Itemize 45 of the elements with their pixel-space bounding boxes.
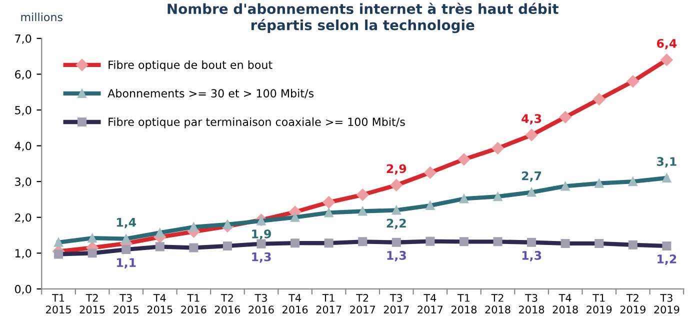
data-label: 1,1 [116,258,136,269]
legend-label: Fibre optique par terminaison coaxiale >= 100 Mbit/s [108,117,405,128]
x-tick-label: T2 2017 [350,294,375,314]
x-tick-label: T2 2016 [214,294,240,314]
x-tick-label: T2 2015 [80,294,105,314]
data-label: 1,4 [116,218,136,228]
x-tick-label: T1 2017 [316,294,342,314]
data-label: 1,2 [658,254,676,265]
data-label: 1,3 [387,250,406,262]
y-tick-label: 4,0 [14,142,32,152]
x-tick-label: T4 2015 [147,294,172,314]
x-tick-label: T1 2015 [46,294,71,314]
chart-title: Nombre d'abonnements internet à très haut débit répartis selon la technologie [168,2,558,34]
y-tick-label: 3,0 [15,178,32,188]
x-tick-label: T3 2018 [519,294,544,314]
x-tick-label: T1 2016 [181,294,206,314]
data-label: 4,3 [522,114,542,125]
x-tick-label: T1 2018 [451,294,477,314]
x-tick-label: T2 2019 [620,294,646,314]
y-axis-title: millions [21,12,62,22]
x-tick-label: T3 2017 [384,294,409,314]
data-label: 6,4 [656,38,677,50]
data-label: 2,2 [386,218,406,230]
x-tick-label: T1 2019 [586,294,612,314]
x-tick-label: T3 2016 [248,294,274,314]
y-tick-label: 5,0 [15,106,32,116]
x-tick-label: T4 2016 [282,294,308,314]
y-tick-label: 2,0 [15,213,32,223]
x-tick-label: T3 2015 [114,294,138,314]
y-tick-label: 7,0 [15,34,32,44]
data-label: 3,1 [657,157,676,168]
y-tick-label: 6,0 [15,70,32,80]
data-label: 2,7 [522,171,542,182]
data-label: 1,3 [522,250,542,262]
x-tick-label: T2 2018 [485,294,510,314]
data-label: 1,9 [252,229,271,240]
y-tick-label: 1,0 [15,249,32,259]
data-label: 2,9 [386,164,406,175]
data-label: 1,3 [252,252,271,263]
x-tick-label: T3 2019 [654,294,680,314]
legend-label: Fibre optique de bout en bout [108,60,272,72]
y-tick-label: 0,0 [14,284,32,294]
x-tick-label: T4 2018 [552,294,578,314]
legend-label: Abonnements >= 30 et > 100 Mbit/s [108,88,314,98]
x-tick-label: T4 2017 [418,294,443,314]
